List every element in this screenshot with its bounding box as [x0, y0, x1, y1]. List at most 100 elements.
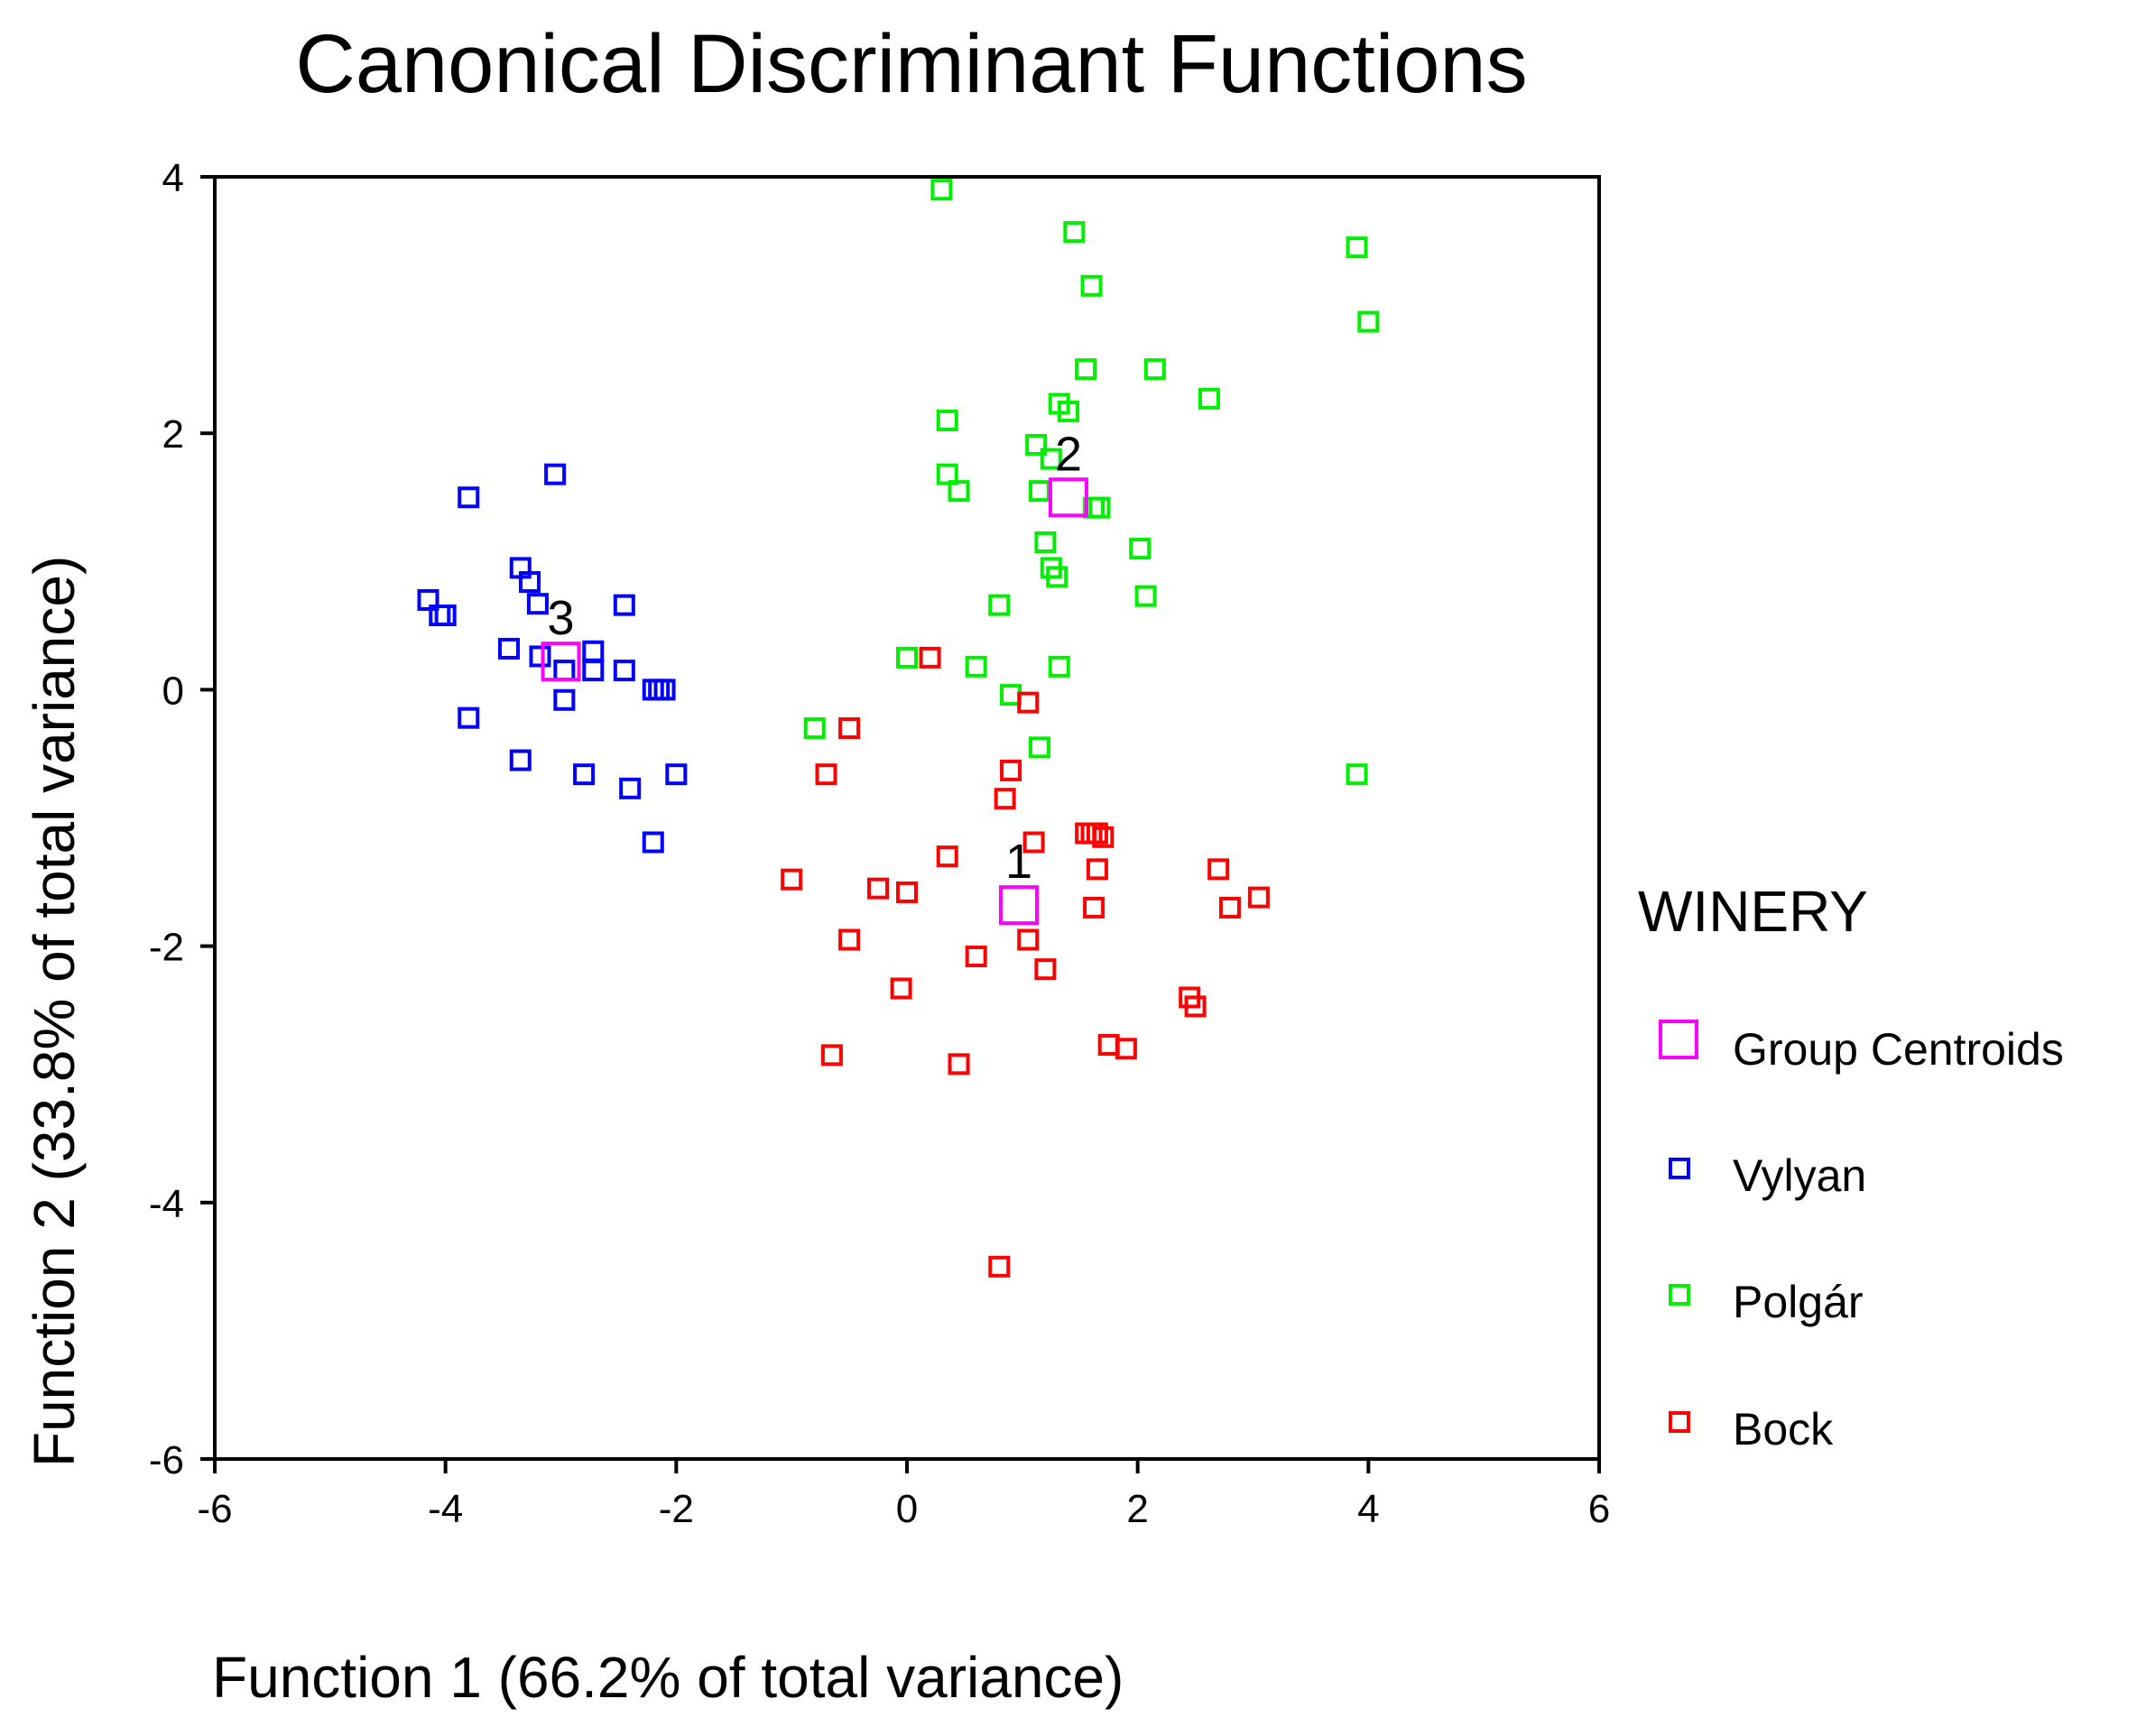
centroid-marker [541, 642, 581, 682]
point-bock [1097, 1034, 1120, 1057]
point-vylyan [458, 486, 480, 509]
point-vylyan [458, 706, 480, 729]
point-bock [838, 717, 861, 740]
point-bock [1207, 858, 1230, 881]
point-vylyan [573, 763, 596, 786]
legend-swatch-group-centroids [1659, 1020, 1698, 1059]
centroid-marker [1048, 477, 1088, 518]
point-vylyan [642, 679, 664, 701]
point-polgar [1088, 496, 1111, 519]
point-bock [815, 763, 837, 786]
legend: WINERY Group Centroids Vylyan Polgár Boc… [1638, 879, 2064, 1454]
point-polgar [1046, 566, 1068, 588]
point-polgar [1029, 736, 1051, 759]
point-bock [936, 845, 958, 868]
point-bock [1247, 886, 1270, 909]
x-tick-label: 6 [1588, 1487, 1610, 1531]
point-bock [1022, 831, 1045, 854]
point-bock [820, 1044, 843, 1067]
point-bock [1083, 896, 1106, 919]
point-vylyan [553, 660, 576, 682]
point-polgar [1025, 433, 1048, 456]
point-bock [896, 881, 918, 903]
y-axis: -6 -4 -2 0 2 4 [149, 156, 215, 1482]
x-tick-label: -2 [659, 1487, 694, 1531]
point-polgar [1075, 358, 1097, 381]
point-vylyan [526, 593, 549, 615]
point-bock [1115, 1038, 1137, 1060]
point-bock [890, 977, 912, 1000]
point-polgar [948, 480, 970, 503]
point-vylyan [497, 637, 520, 660]
point-polgar [988, 594, 1011, 616]
x-tick-label: -4 [428, 1487, 463, 1531]
legend-swatch-polgar [1669, 1284, 1690, 1306]
x-axis-label: Function 1 (66.2% of total variance) [212, 1645, 1124, 1710]
point-polgar [896, 646, 918, 669]
point-bock [1086, 858, 1108, 881]
point-vylyan [648, 679, 671, 701]
y-tick-label: -2 [149, 926, 184, 970]
legend-label-polgar: Polgár [1733, 1277, 1864, 1327]
point-vylyan [417, 588, 439, 611]
point-polgar [1346, 763, 1368, 786]
point-polgar [1034, 531, 1057, 553]
centroid-label: 2 [1055, 427, 1082, 481]
point-polgar [1000, 684, 1022, 706]
point-vylyan [653, 679, 676, 701]
centroid-label: 3 [547, 591, 574, 645]
point-vylyan [642, 831, 664, 854]
point-vylyan [619, 777, 642, 799]
point-polgar [1029, 480, 1051, 503]
point-vylyan [553, 688, 576, 711]
point-polgar [1134, 585, 1157, 607]
point-vylyan [665, 763, 688, 786]
point-bock [1086, 822, 1108, 845]
x-tick-label: 0 [896, 1487, 918, 1531]
point-polgar [1040, 448, 1062, 470]
point-bock [867, 877, 890, 900]
point-bock [988, 1255, 1011, 1278]
centroid-label: 1 [1005, 835, 1032, 889]
point-bock [1034, 958, 1057, 981]
point-polgar [1057, 401, 1079, 423]
point-vylyan [434, 604, 457, 626]
point-polgar [1346, 236, 1368, 259]
point-bock [1075, 822, 1097, 845]
point-bock [1000, 759, 1022, 781]
y-tick-label: 0 [162, 669, 184, 713]
point-bock [965, 945, 987, 967]
legend-label-bock: Bock [1733, 1404, 1834, 1454]
point-bock [838, 928, 861, 951]
legend-title: WINERY [1638, 879, 1868, 944]
point-bock [1184, 995, 1207, 1018]
chart-title: Canonical Discriminant Functions [295, 18, 1527, 110]
point-vylyan [518, 571, 541, 594]
legend-swatch-vylyan [1669, 1158, 1690, 1179]
point-bock [948, 1053, 970, 1076]
point-vylyan [613, 660, 635, 682]
y-tick-label: 2 [162, 412, 184, 457]
point-vylyan [582, 660, 605, 682]
data-points [417, 179, 1380, 1278]
point-bock [1218, 896, 1241, 919]
plot-frame [213, 175, 1601, 1461]
group-centroids: 1 2 3 [541, 427, 1088, 926]
point-polgar [1129, 538, 1152, 560]
x-tick-label: 4 [1357, 1487, 1379, 1531]
point-polgar [1198, 387, 1220, 410]
point-polgar [1080, 274, 1103, 297]
point-vylyan [544, 463, 567, 485]
point-vylyan [613, 594, 635, 616]
y-tick-label: -6 [149, 1438, 184, 1482]
y-tick-label: 4 [162, 156, 184, 200]
x-tick-label: 2 [1126, 1487, 1148, 1531]
point-polgar [1048, 655, 1070, 678]
legend-swatch-bock [1669, 1411, 1690, 1433]
point-polgar [1143, 358, 1166, 381]
point-polgar [930, 179, 953, 201]
point-bock [1017, 691, 1040, 714]
point-vylyan [529, 645, 551, 668]
y-tick-label: -4 [149, 1182, 184, 1226]
